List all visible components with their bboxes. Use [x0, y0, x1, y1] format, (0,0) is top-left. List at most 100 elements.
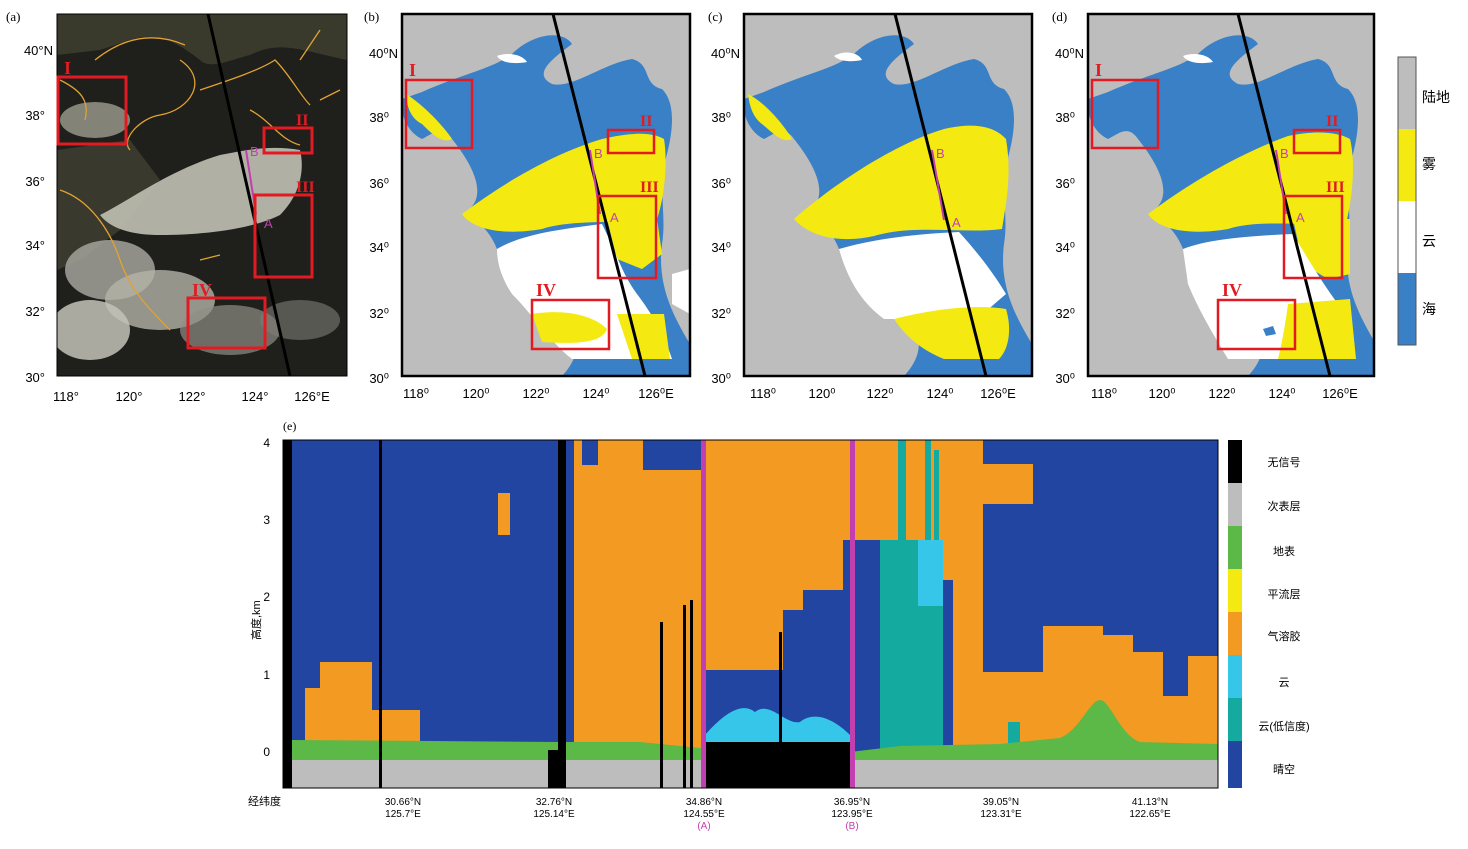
svg-text:125.14°E: 125.14°E: [533, 809, 575, 820]
svg-text:34°: 34°: [25, 238, 45, 253]
profile-x-left-label: 经纬度: [248, 794, 281, 808]
svg-text:III: III: [640, 179, 659, 196]
legend-label-land: 陆地: [1422, 89, 1450, 105]
svg-text:II: II: [640, 113, 652, 130]
svg-text:124⁰: 124⁰: [927, 386, 954, 401]
point-A-label: A: [264, 216, 273, 231]
panel-b-label: (b): [364, 9, 379, 24]
region-label-II: II: [296, 112, 308, 129]
svg-text:B: B: [1280, 146, 1289, 161]
svg-text:云: 云: [1279, 677, 1290, 689]
svg-text:41.13°N: 41.13°N: [1132, 797, 1168, 808]
svg-text:A: A: [952, 215, 961, 230]
svg-text:120°: 120°: [116, 389, 143, 404]
svg-text:1: 1: [263, 668, 270, 682]
profile-legend-swatch-nosignal: [1228, 440, 1242, 483]
panel-e-label: (e): [283, 419, 296, 433]
panel-e: (e): [248, 419, 1219, 832]
svg-text:4: 4: [263, 436, 270, 450]
svg-text:平流层: 平流层: [1268, 587, 1301, 601]
region-box-II: [606, 128, 656, 155]
svg-text:32⁰: 32⁰: [369, 306, 389, 321]
svg-text:地表: 地表: [1273, 544, 1295, 558]
svg-text:32.76°N: 32.76°N: [536, 797, 572, 808]
region-box-II: [1292, 128, 1342, 155]
svg-text:120⁰: 120⁰: [463, 386, 490, 401]
panel-d-lat-ticks: 40⁰N 38⁰ 36⁰ 34⁰ 32⁰ 30⁰: [1055, 46, 1084, 386]
svg-text:118⁰: 118⁰: [403, 386, 429, 401]
legend-swatch-cloud: [1398, 201, 1416, 273]
panel-b-lat-ticks: 40⁰N 38⁰ 36⁰ 34⁰ 32⁰ 30⁰: [369, 46, 398, 386]
svg-text:123.95°E: 123.95°E: [831, 809, 873, 820]
svg-text:30⁰: 30⁰: [1055, 371, 1075, 386]
svg-text:38⁰: 38⁰: [1055, 110, 1075, 125]
panel-b: (b) I II I: [364, 9, 692, 401]
profile-line-A: [701, 440, 706, 788]
svg-text:118⁰: 118⁰: [750, 386, 776, 401]
legend-swatch-land: [1398, 57, 1416, 129]
svg-text:39.05°N: 39.05°N: [983, 797, 1019, 808]
svg-text:I: I: [409, 60, 416, 80]
panel-d: (d) I II III IV B A 40⁰N 3: [1052, 9, 1376, 401]
svg-text:122⁰: 122⁰: [523, 386, 550, 401]
profile-y-ticks: 4 3 2 1 0: [263, 436, 270, 759]
svg-text:125.7°E: 125.7°E: [385, 809, 421, 820]
profile-x-ticks: 30.66°N 125.7°E 32.76°N 125.14°E 34.86°N…: [385, 797, 1171, 832]
map-legend: 陆地 雾 云 海: [1397, 56, 1450, 346]
region-label-III: III: [296, 179, 315, 196]
svg-text:126⁰E: 126⁰E: [638, 386, 674, 401]
panel-a-lat-ticks: 40°N 38° 36° 34° 32° 30°: [24, 43, 53, 385]
profile-surface: [292, 700, 1218, 760]
svg-text:34.86°N: 34.86°N: [686, 797, 722, 808]
svg-text:3: 3: [263, 513, 270, 527]
svg-text:III: III: [1326, 179, 1345, 196]
svg-text:124°: 124°: [242, 389, 269, 404]
svg-text:0: 0: [263, 745, 270, 759]
svg-text:126°E: 126°E: [294, 389, 330, 404]
svg-text:B: B: [594, 146, 603, 161]
svg-text:122.65°E: 122.65°E: [1129, 809, 1171, 820]
region-box-II: [262, 126, 314, 155]
svg-text:34⁰: 34⁰: [711, 240, 731, 255]
profile-legend-swatch-surface: [1228, 526, 1242, 569]
svg-text:124⁰: 124⁰: [583, 386, 610, 401]
profile-cloud-high-confidence: [918, 540, 943, 606]
profile-legend-swatch-cloud: [1228, 655, 1242, 698]
svg-text:34⁰: 34⁰: [1055, 240, 1075, 255]
legend-label-fog: 雾: [1422, 156, 1436, 172]
svg-text:30⁰: 30⁰: [711, 371, 731, 386]
svg-text:120⁰: 120⁰: [809, 386, 836, 401]
svg-text:36⁰: 36⁰: [711, 176, 731, 191]
svg-text:IV: IV: [536, 280, 556, 300]
panel-a-lon-ticks: 118° 120° 122° 124° 126°E: [53, 389, 330, 404]
svg-text:30.66°N: 30.66°N: [385, 797, 421, 808]
panel-d-lon-ticks: 118⁰ 120⁰ 122⁰ 124⁰ 126⁰E: [1091, 386, 1358, 401]
svg-text:38⁰: 38⁰: [369, 110, 389, 125]
panel-c-lat-ticks: 40⁰N 38⁰ 36⁰ 34⁰ 32⁰ 30⁰: [711, 46, 740, 386]
profile-line-B: [850, 440, 855, 788]
svg-text:38⁰: 38⁰: [711, 110, 731, 125]
svg-text:122⁰: 122⁰: [1209, 386, 1236, 401]
svg-text:36⁰: 36⁰: [369, 176, 389, 191]
legend-swatch-fog: [1398, 129, 1416, 201]
profile-legend-swatch-cloud-low: [1228, 698, 1242, 741]
region-box-III: [596, 194, 658, 280]
svg-text:122°: 122°: [179, 389, 206, 404]
svg-text:118⁰: 118⁰: [1091, 386, 1117, 401]
svg-text:40°N: 40°N: [24, 43, 53, 58]
profile-legend-swatch-clear: [1228, 741, 1242, 788]
svg-text:32⁰: 32⁰: [1055, 306, 1075, 321]
svg-text:36⁰: 36⁰: [1055, 176, 1075, 191]
region-box-I: [1090, 78, 1160, 150]
profile-cloud-low-confidence: [880, 440, 1020, 750]
svg-text:次表层: 次表层: [1268, 499, 1301, 513]
region-label-I: I: [64, 58, 71, 78]
svg-text:126⁰E: 126⁰E: [1322, 386, 1358, 401]
profile-legend-labels: 无信号 次表层 地表 平流层 气溶胶 云 云(低信度) 晴空: [1258, 456, 1309, 776]
profile-legend-swatch-stratosphere: [1228, 569, 1242, 612]
panel-a: (a) I II III IV: [6, 9, 348, 404]
svg-text:126⁰E: 126⁰E: [980, 386, 1016, 401]
panel-c: (c) B A 40⁰N 38⁰ 36⁰ 34⁰ 32⁰ 30⁰: [708, 9, 1034, 401]
svg-text:IV: IV: [1222, 280, 1242, 300]
